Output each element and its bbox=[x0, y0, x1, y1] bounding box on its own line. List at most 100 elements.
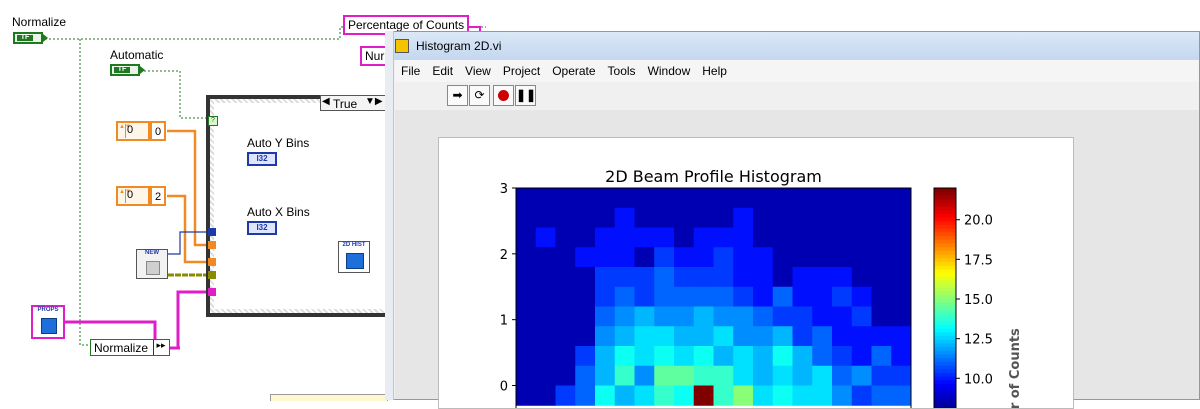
pause-button[interactable]: ❚❚ bbox=[515, 85, 536, 106]
heatmap-cell bbox=[713, 385, 734, 406]
heatmap-cell bbox=[654, 227, 675, 248]
menu-operate[interactable]: Operate bbox=[552, 64, 596, 78]
integer-wire bbox=[168, 231, 212, 255]
heatmap-cell bbox=[851, 326, 872, 347]
case-structure[interactable] bbox=[206, 95, 406, 317]
bool-indicator-icon: TF bbox=[17, 34, 33, 41]
colorbar-segment bbox=[934, 354, 956, 359]
heatmap-cell bbox=[851, 207, 872, 228]
heatmap-cell bbox=[713, 365, 734, 386]
abort-button[interactable] bbox=[493, 85, 514, 106]
heatmap-cell bbox=[753, 207, 774, 228]
case-selector-dropdown-icon[interactable]: ▼▶ bbox=[365, 96, 383, 107]
histogram-icon bbox=[346, 253, 364, 269]
heatmap-cell bbox=[516, 326, 537, 347]
heatmap-cell bbox=[693, 286, 714, 307]
numeric-control[interactable]: ▲▼ 0 0 bbox=[116, 121, 166, 141]
histogram-graph[interactable]: 2D Beam Profile Histogram 3 2 1 0 20.0 17.5 15.… bbox=[438, 137, 1074, 409]
heatmap-cell bbox=[753, 286, 774, 307]
heatmap-cell bbox=[674, 306, 695, 327]
heatmap-cell bbox=[733, 247, 754, 268]
heatmap-cell bbox=[555, 306, 576, 327]
heatmap-cell bbox=[871, 227, 892, 248]
heatmap-cell bbox=[753, 385, 774, 406]
colorbar-segment bbox=[934, 361, 956, 367]
normalize-unbundle[interactable]: Normalize ▸▸ bbox=[90, 339, 170, 356]
heatmap-cell bbox=[654, 207, 675, 228]
auto-y-bins-terminal[interactable]: I32 bbox=[247, 152, 277, 166]
num-terminal[interactable]: Nur bbox=[360, 46, 390, 66]
menu-help[interactable]: Help bbox=[702, 64, 727, 78]
heatmap-cell bbox=[535, 227, 556, 248]
heatmap-cell bbox=[753, 306, 774, 327]
colorbar-segment bbox=[934, 247, 956, 252]
heatmap-cell bbox=[535, 385, 556, 406]
heatmap-cell bbox=[595, 286, 616, 307]
heatmap-cell bbox=[812, 207, 833, 228]
heatmap-cell bbox=[595, 346, 616, 367]
menu-tools[interactable]: Tools bbox=[607, 64, 636, 78]
y-tick-label: 1 bbox=[500, 314, 508, 329]
heatmap-cell bbox=[733, 346, 754, 367]
heatmap-cell bbox=[693, 188, 714, 209]
numeric-value: 2 bbox=[150, 186, 166, 206]
new-session-node[interactable]: NEW bbox=[136, 249, 168, 279]
colorbar-segment bbox=[934, 376, 956, 381]
heatmap-cell bbox=[891, 188, 912, 209]
props-node-label: PROPS bbox=[37, 307, 59, 313]
colorbar-segment bbox=[934, 225, 956, 230]
numeric-control[interactable]: ▲▼ 0 2 bbox=[116, 186, 166, 206]
heatmap-cell bbox=[733, 267, 754, 288]
props-node[interactable]: PROPS bbox=[31, 305, 65, 339]
heatmap-cell bbox=[871, 346, 892, 367]
menu-edit[interactable]: Edit bbox=[432, 64, 454, 78]
heatmap-cell bbox=[595, 385, 616, 406]
auto-x-bins-terminal[interactable]: I32 bbox=[247, 221, 277, 235]
heatmap-cell bbox=[871, 207, 892, 228]
run-button[interactable]: ➡ bbox=[447, 85, 468, 106]
boolean-wire bbox=[140, 70, 212, 119]
heatmap-cell bbox=[812, 247, 833, 268]
heatmap-cell bbox=[753, 346, 774, 367]
menu-project[interactable]: Project bbox=[502, 64, 541, 78]
heatmap-cell bbox=[516, 247, 537, 268]
menu-file[interactable]: File bbox=[401, 64, 421, 78]
chart-title: 2D Beam Profile Histogram bbox=[605, 167, 822, 186]
automatic-terminal[interactable]: TF bbox=[110, 64, 145, 76]
heatmap-cell bbox=[634, 286, 655, 307]
heatmap-cell bbox=[535, 286, 556, 307]
heatmap-cell bbox=[516, 365, 537, 386]
heatmap-plot: 2D Beam Profile Histogram 3 2 1 0 20.0 17.5 15.… bbox=[500, 167, 1023, 408]
numeric-wire bbox=[167, 129, 212, 247]
menu-window[interactable]: Window bbox=[647, 64, 691, 78]
colorbar-tick-label: 15.0 bbox=[964, 293, 993, 308]
colorbar-segment bbox=[934, 299, 956, 304]
colorbar-segment bbox=[934, 384, 956, 389]
heatmap-cell bbox=[595, 365, 616, 386]
colorbar-segment bbox=[934, 188, 956, 193]
tunnel bbox=[208, 258, 216, 266]
heatmap-cell bbox=[634, 326, 655, 347]
numeric-wire bbox=[167, 194, 212, 264]
colorbar-segment bbox=[934, 258, 956, 263]
hist-2d-node[interactable]: 2D HIST bbox=[338, 241, 370, 273]
case-selector-left-icon[interactable]: ◀ bbox=[322, 96, 330, 107]
colorbar-segment bbox=[934, 336, 956, 341]
heatmap-cell bbox=[871, 286, 892, 307]
heatmap-cell bbox=[772, 247, 793, 268]
heatmap-cell bbox=[713, 188, 734, 209]
run-continuously-button[interactable]: ⟳ bbox=[469, 85, 490, 106]
case-selector[interactable]: ◀ True ▼▶ bbox=[320, 95, 386, 111]
heatmap-cell bbox=[555, 385, 576, 406]
title-bar[interactable]: Histogram 2D.vi bbox=[386, 32, 1199, 60]
menu-view[interactable]: View bbox=[465, 64, 491, 78]
heatmap-cell bbox=[832, 385, 853, 406]
colorbar-tick-label: 17.5 bbox=[964, 253, 993, 268]
colorbar-segment bbox=[934, 317, 956, 322]
heatmap-cell bbox=[733, 365, 754, 386]
tunnel bbox=[208, 271, 216, 279]
colorbar-segment bbox=[934, 199, 956, 204]
heatmap-cell bbox=[871, 365, 892, 386]
heatmap-cell bbox=[614, 207, 635, 228]
normalize-terminal[interactable]: TF bbox=[13, 32, 48, 44]
